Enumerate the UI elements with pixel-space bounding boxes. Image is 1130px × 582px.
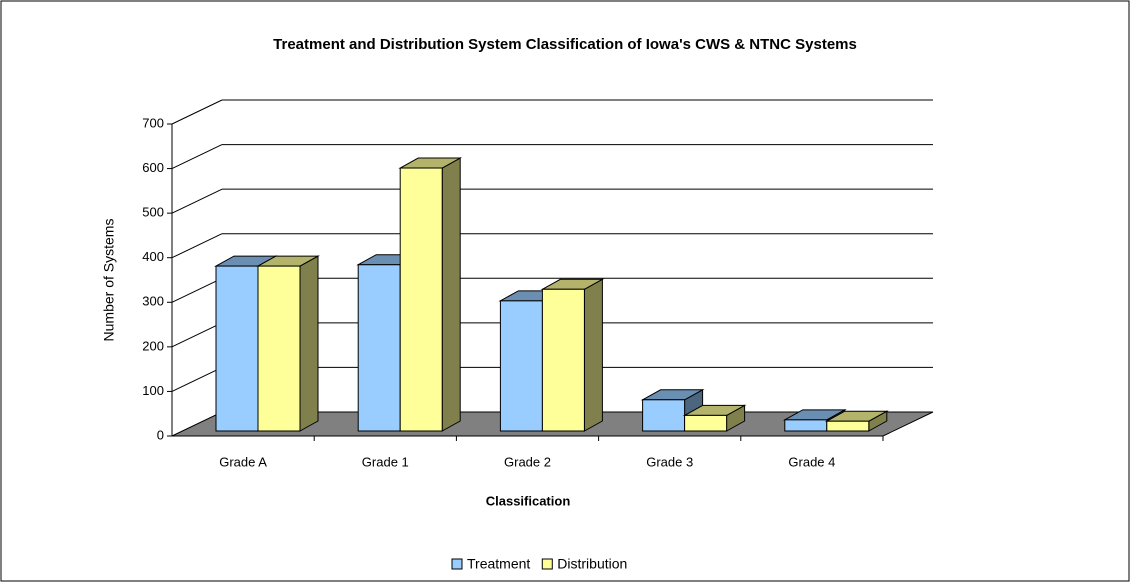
legend-swatch	[541, 558, 553, 570]
bar	[784, 419, 828, 432]
y-tick-label: 500	[142, 205, 164, 220]
x-tick-label: Grade 1	[362, 454, 409, 469]
x-tick-label: Grade A	[219, 454, 267, 469]
bar	[215, 265, 259, 432]
y-tick-label: 200	[142, 338, 164, 353]
y-tick-label: 0	[157, 427, 164, 442]
bar-side	[583, 278, 603, 432]
bar	[642, 399, 686, 432]
grid-line	[171, 233, 223, 259]
bar	[541, 288, 585, 432]
grid-line	[171, 366, 223, 392]
bar	[499, 300, 543, 432]
bar	[357, 264, 401, 432]
grid-line	[171, 277, 223, 303]
legend-label: Distribution	[557, 556, 627, 572]
bar-side	[299, 255, 319, 432]
chart-title: Treatment and Distribution System Classi…	[273, 36, 857, 53]
y-tick-label: 100	[142, 383, 164, 398]
bar	[257, 265, 301, 432]
x-tick-label: Grade 4	[788, 454, 835, 469]
y-axis-label: Number of Systems	[101, 219, 117, 342]
y-tick-label: 300	[142, 294, 164, 309]
grid-line	[171, 188, 223, 214]
grid-line	[171, 99, 223, 125]
y-tick-label: 700	[142, 115, 164, 130]
x-axis-label: Classification	[486, 493, 571, 508]
grid-line	[171, 144, 223, 170]
legend-label: Treatment	[467, 556, 530, 572]
legend-swatch	[451, 558, 463, 570]
bar	[684, 414, 728, 432]
bar-side	[441, 157, 461, 432]
x-tick-label: Grade 2	[504, 454, 551, 469]
bar	[399, 167, 443, 432]
y-tick-label: 400	[142, 249, 164, 264]
bar	[826, 420, 870, 432]
grid-line	[171, 322, 223, 348]
y-tick-label: 600	[142, 160, 164, 175]
x-tick-label: Grade 3	[646, 454, 693, 469]
